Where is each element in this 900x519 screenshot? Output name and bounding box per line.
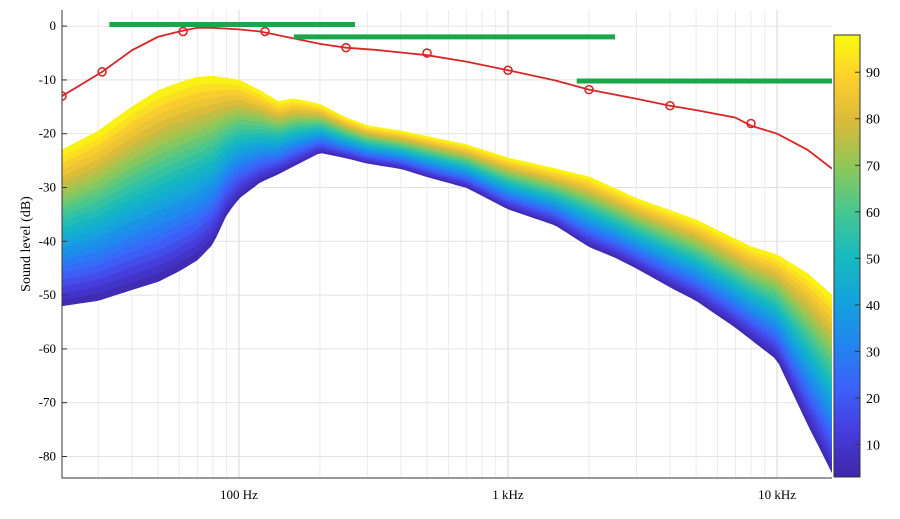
reference-curve-marker	[503, 65, 513, 76]
colorbar-tick-label: 70	[866, 159, 880, 174]
y-tick-label: -80	[39, 448, 56, 463]
colorbar-tick-label: 50	[866, 252, 880, 267]
reference-curve-marker	[62, 91, 67, 101]
reference-curve-marker	[665, 100, 675, 111]
reference-curve-marker	[260, 26, 270, 37]
y-tick-label: -40	[39, 233, 56, 248]
reference-curve-line	[62, 26, 832, 170]
reference-curve-marker	[422, 48, 432, 58]
y-tick-label: -50	[39, 287, 56, 302]
y-tick-label: -20	[39, 126, 56, 141]
x-tick-label: 1 kHz	[492, 487, 524, 502]
x-tick-label: 10 kHz	[758, 487, 796, 502]
reference-curve-marker	[97, 67, 107, 77]
x-tick-label: 100 Hz	[220, 487, 258, 502]
colorbar-tick-label: 20	[866, 392, 880, 407]
axes: 0 -10 -20 -30 -40 -50 -60 -70 -80 100 Hz 1 kHz 10 k…	[19, 10, 832, 502]
y-tick-label: -10	[39, 72, 56, 87]
reference-bars	[109, 22, 832, 84]
y-tick-label: -30	[39, 180, 56, 195]
percentile-band	[62, 75, 832, 473]
reference-curve-marker	[341, 42, 351, 53]
colorbar: 10 20 30 40 50 60 70 80 90	[833, 34, 880, 478]
colorbar-tick-label: 60	[866, 206, 880, 221]
y-axis-label: Sound level (dB)	[19, 196, 34, 292]
reference-curve-marker	[746, 118, 756, 129]
reference-curve-marker	[178, 26, 188, 37]
colorbar-gradient	[833, 34, 861, 478]
colorbar-tick-label: 10	[866, 438, 880, 453]
band-stripe	[62, 75, 832, 303]
colorbar-tick-label: 40	[866, 299, 880, 314]
y-tick-label: -70	[39, 395, 56, 410]
colorbar-tick-label: 90	[866, 66, 880, 81]
colorbar-tick-label: 30	[866, 345, 880, 360]
y-tick-label: 0	[50, 18, 57, 33]
reference-curve	[62, 26, 832, 170]
y-tick-label: -60	[39, 341, 56, 356]
reference-curve-marker	[584, 84, 594, 95]
colorbar-tick-label: 80	[866, 113, 880, 128]
